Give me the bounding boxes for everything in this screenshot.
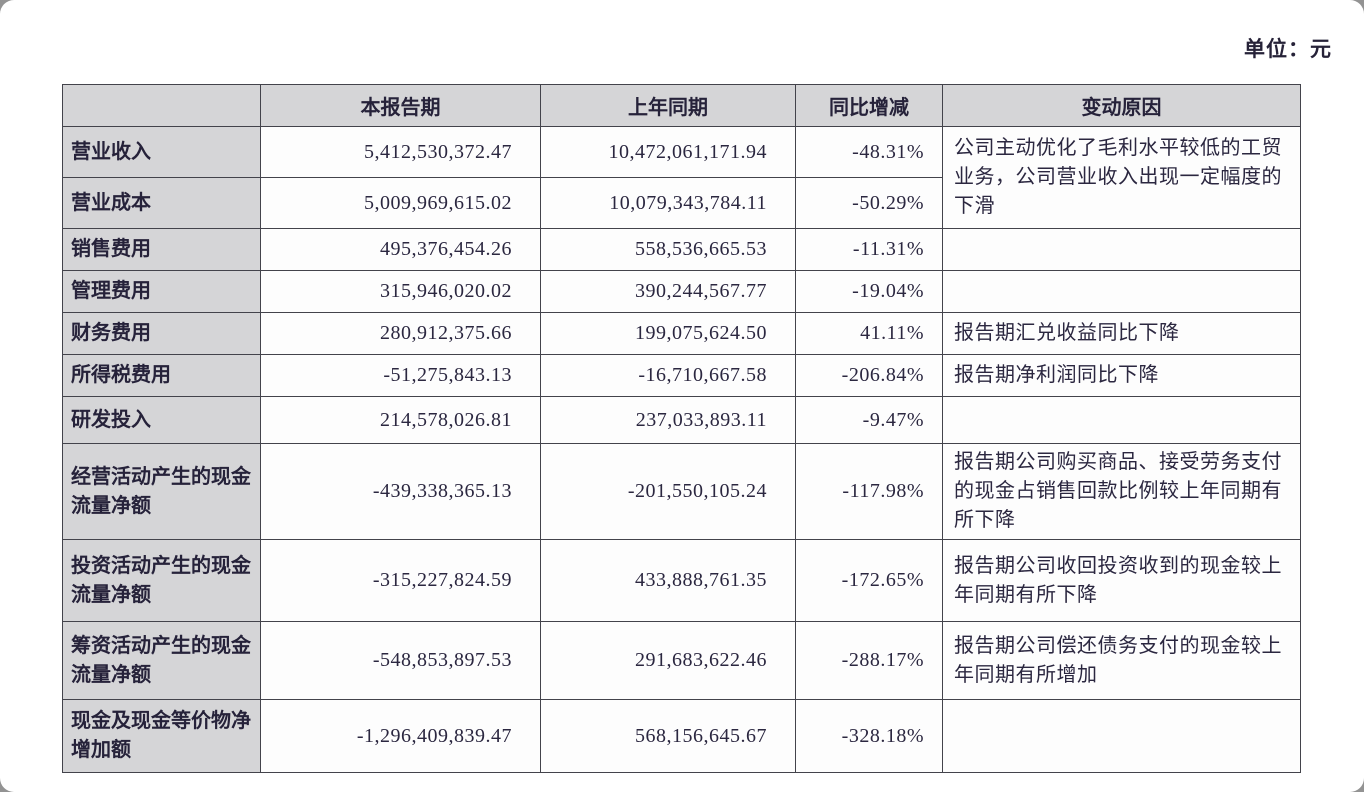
table-row: 营业成本 5,009,969,615.02 10,079,343,784.11 … — [62, 177, 1301, 229]
row-label: 销售费用 — [62, 228, 261, 271]
yoy-change-value: -206.84% — [795, 354, 943, 397]
col-header-item — [62, 84, 261, 127]
col-header-yoy-change: 同比增减 — [795, 84, 943, 127]
prior-period-value: 433,888,761.35 — [540, 539, 796, 622]
table-row: 研发投入 214,578,026.81 237,033,893.11 -9.47… — [62, 396, 1301, 444]
yoy-change-value: -117.98% — [795, 443, 943, 540]
prior-period-value: 10,079,343,784.11 — [540, 177, 796, 229]
change-reason — [942, 699, 1301, 773]
current-period-value: -548,853,897.53 — [260, 621, 541, 700]
table-row: 销售费用 495,376,454.26 558,536,665.53 -11.3… — [62, 228, 1301, 271]
current-period-value: -1,296,409,839.47 — [260, 699, 541, 773]
table-row: 财务费用 280,912,375.66 199,075,624.50 41.11… — [62, 312, 1301, 355]
financial-changes-table: 本报告期 上年同期 同比增减 变动原因 营业收入 5,412,530,372.4… — [62, 84, 1301, 773]
yoy-change-value: -288.17% — [795, 621, 943, 700]
current-period-value: 5,009,969,615.02 — [260, 177, 541, 229]
col-header-prior-period: 上年同期 — [540, 84, 796, 127]
yoy-change-value: -50.29% — [795, 177, 943, 229]
yoy-change-value: -172.65% — [795, 539, 943, 622]
yoy-change-value: -11.31% — [795, 228, 943, 271]
header-row: 本报告期 上年同期 同比增减 变动原因 — [62, 84, 1301, 127]
current-period-value: 495,376,454.26 — [260, 228, 541, 271]
table-row: 投资活动产生的现金流量净额 -315,227,824.59 433,888,76… — [62, 539, 1301, 622]
current-period-value: 5,412,530,372.47 — [260, 126, 541, 178]
table-row: 经营活动产生的现金流量净额 -439,338,365.13 -201,550,1… — [62, 443, 1301, 540]
table-row: 营业收入 5,412,530,372.47 10,472,061,171.94 … — [62, 126, 1301, 229]
row-label: 筹资活动产生的现金流量净额 — [62, 621, 261, 700]
row-label: 财务费用 — [62, 312, 261, 355]
table-row: 现金及现金等价物净增加额 -1,296,409,839.47 568,156,6… — [62, 699, 1301, 773]
prior-period-value: 558,536,665.53 — [540, 228, 796, 271]
yoy-change-value: 41.11% — [795, 312, 943, 355]
row-label: 所得税费用 — [62, 354, 261, 397]
table-row: 所得税费用 -51,275,843.13 -16,710,667.58 -206… — [62, 354, 1301, 397]
change-reason: 报告期公司偿还债务支付的现金较上年同期有所增加 — [942, 621, 1301, 700]
row-label: 营业成本 — [62, 177, 261, 229]
row-label: 投资活动产生的现金流量净额 — [62, 539, 261, 622]
current-period-value: 280,912,375.66 — [260, 312, 541, 355]
col-header-change-reason: 变动原因 — [942, 84, 1301, 127]
prior-period-value: 568,156,645.67 — [540, 699, 796, 773]
change-reason: 报告期汇兑收益同比下降 — [942, 312, 1301, 355]
prior-period-value: 237,033,893.11 — [540, 396, 796, 444]
change-reason: 报告期公司收回投资收到的现金较上年同期有所下降 — [942, 539, 1301, 622]
row-label: 管理费用 — [62, 270, 261, 313]
unit-label: 单位：元 — [1244, 38, 1332, 61]
col-header-current-period: 本报告期 — [260, 84, 541, 127]
prior-period-value: 199,075,624.50 — [540, 312, 796, 355]
current-period-value: 315,946,020.02 — [260, 270, 541, 313]
table-row: 管理费用 315,946,020.02 390,244,567.77 -19.0… — [62, 270, 1301, 313]
prior-period-value: 10,472,061,171.94 — [540, 126, 796, 178]
yoy-change-value: -328.18% — [795, 699, 943, 773]
prior-period-value: 291,683,622.46 — [540, 621, 796, 700]
current-period-value: -51,275,843.13 — [260, 354, 541, 397]
row-label: 营业收入 — [62, 126, 261, 178]
prior-period-value: -16,710,667.58 — [540, 354, 796, 397]
row-label: 现金及现金等价物净增加额 — [62, 699, 261, 773]
yoy-change-value: -48.31% — [795, 126, 943, 178]
yoy-change-value: -19.04% — [795, 270, 943, 313]
current-period-value: -315,227,824.59 — [260, 539, 541, 622]
row-label: 研发投入 — [62, 396, 261, 444]
change-reason — [942, 396, 1301, 444]
change-reason: 公司主动优化了毛利水平较低的工贸业务，公司营业收入出现一定幅度的下滑 — [942, 126, 1301, 229]
change-reason — [942, 228, 1301, 271]
current-period-value: -439,338,365.13 — [260, 443, 541, 540]
change-reason: 报告期公司购买商品、接受劳务支付的现金占销售回款比例较上年同期有所下降 — [942, 443, 1301, 540]
prior-period-value: 390,244,567.77 — [540, 270, 796, 313]
change-reason — [942, 270, 1301, 313]
prior-period-value: -201,550,105.24 — [540, 443, 796, 540]
current-period-value: 214,578,026.81 — [260, 396, 541, 444]
row-label: 经营活动产生的现金流量净额 — [62, 443, 261, 540]
table-row: 筹资活动产生的现金流量净额 -548,853,897.53 291,683,62… — [62, 621, 1301, 700]
yoy-change-value: -9.47% — [795, 396, 943, 444]
change-reason: 报告期净利润同比下降 — [942, 354, 1301, 397]
